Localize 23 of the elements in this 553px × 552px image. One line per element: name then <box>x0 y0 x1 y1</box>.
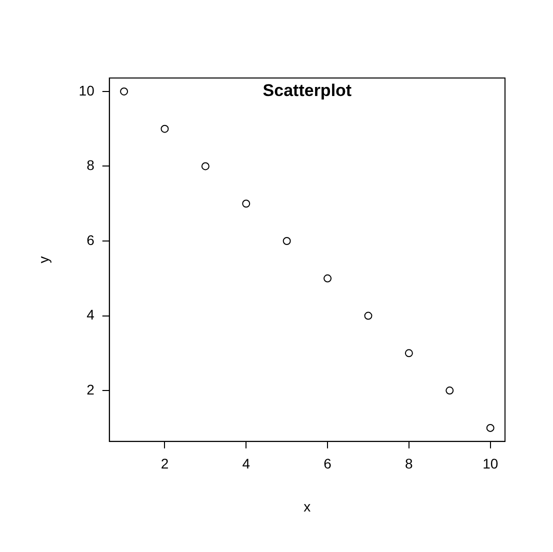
point <box>242 200 250 208</box>
y-tick-label: 4 <box>86 306 95 323</box>
point <box>282 237 291 246</box>
y-axis-title: y <box>35 256 52 264</box>
point <box>404 349 413 358</box>
y-tick-label: 10 <box>78 82 95 98</box>
y-tick-label: 8 <box>86 157 95 174</box>
point <box>446 386 454 395</box>
x-tick-label: 6 <box>324 456 332 472</box>
x-tick-label: 4 <box>242 456 250 472</box>
y-tick-label: 6 <box>86 232 95 248</box>
point <box>364 312 372 320</box>
point <box>201 162 210 170</box>
x-axis-title: x <box>304 498 311 514</box>
point <box>486 424 494 432</box>
point <box>120 87 128 96</box>
point <box>160 124 169 133</box>
y-tick-label: 2 <box>86 381 95 398</box>
x-tick-label: 8 <box>405 456 414 472</box>
point <box>324 274 332 282</box>
x-tick-label: 2 <box>160 456 169 472</box>
chart-title: Scatterplot <box>262 81 352 100</box>
x-tick-label: 10 <box>482 456 498 472</box>
